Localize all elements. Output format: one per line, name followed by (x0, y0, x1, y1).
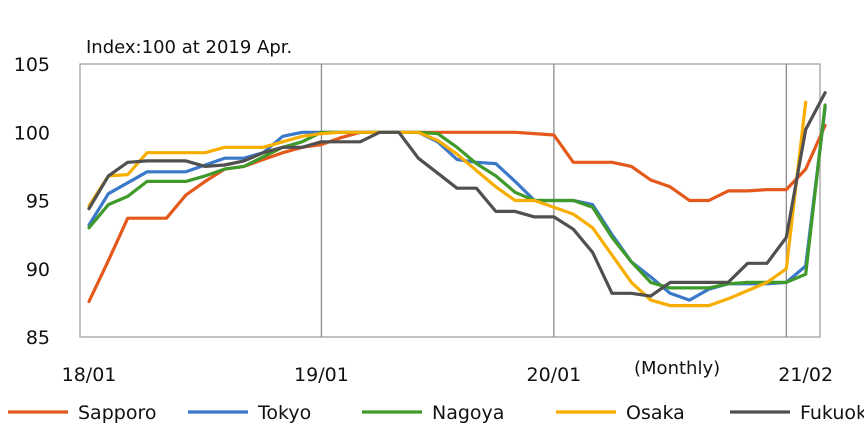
y-tick-label: 105 (14, 54, 50, 76)
series-line-sapporo (87, 123, 827, 304)
series-line-fukuoka (87, 91, 827, 298)
chart-subtitle: Index:100 at 2019 Apr. (86, 37, 292, 58)
legend-label: Nagoya (432, 402, 504, 424)
legend: Sapporo Tokyo Nagoya Osaka Fukuoka (8, 402, 864, 424)
legend-label: Fukuoka (800, 402, 864, 424)
y-tick-label: 90 (26, 259, 50, 281)
y-tick-label: 85 (26, 327, 50, 349)
frequency-note: (Monthly) (634, 358, 720, 379)
legend-label: Tokyo (257, 402, 311, 424)
y-tick-label: 100 (14, 122, 50, 144)
y-tick-label: 95 (26, 191, 50, 213)
series-line-nagoya (87, 103, 827, 290)
legend-item-sapporo: Sapporo (8, 402, 156, 424)
series-layer (87, 91, 827, 308)
x-tick-label: 18/01 (62, 364, 117, 386)
legend-item-osaka: Osaka (556, 402, 685, 424)
legend-item-fukuoka: Fukuoka (730, 402, 864, 424)
legend-item-nagoya: Nagoya (362, 402, 504, 424)
series-line-tokyo (87, 106, 827, 302)
x-tick-label: 21/02 (778, 364, 833, 386)
x-tick-label: 19/01 (294, 364, 349, 386)
y-axis-ticks: 85 90 95 100 105 (14, 54, 50, 349)
legend-item-tokyo: Tokyo (188, 402, 311, 424)
series-line-osaka (87, 100, 808, 308)
x-axis-ticks: 18/01 19/01 20/01 21/02 (62, 364, 833, 386)
legend-label: Sapporo (78, 402, 156, 424)
x-tick-label: 20/01 (526, 364, 581, 386)
legend-label: Osaka (626, 402, 685, 424)
